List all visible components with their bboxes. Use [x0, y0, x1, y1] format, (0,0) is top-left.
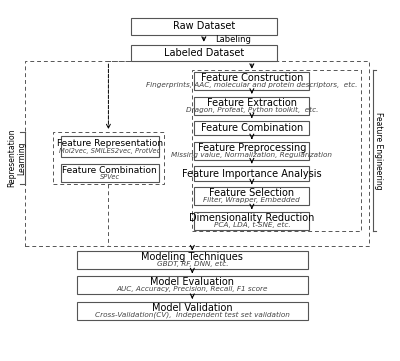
Bar: [61, 136, 159, 157]
Text: Feature Combination: Feature Combination: [62, 166, 157, 175]
Text: Modeling Techniques: Modeling Techniques: [141, 252, 243, 262]
Text: Dragon, Profeat, Python toolkit,  etc.: Dragon, Profeat, Python toolkit, etc.: [186, 106, 318, 113]
Text: Feature Representation: Feature Representation: [57, 139, 163, 148]
Text: Fingerprints, AAC, molecular and protein descriptors,  etc.: Fingerprints, AAC, molecular and protein…: [146, 82, 358, 88]
Text: Cross-Validation(CV),  Independent test set validation: Cross-Validation(CV), Independent test s…: [95, 312, 290, 318]
Bar: [194, 72, 310, 90]
Bar: [77, 251, 308, 269]
Text: Feature Combination: Feature Combination: [201, 123, 303, 133]
Bar: [194, 166, 310, 181]
Text: Missing value, Normalization, Regularization: Missing value, Normalization, Regulariza…: [171, 152, 332, 158]
Text: Filter, Wrapper, Embedded: Filter, Wrapper, Embedded: [204, 197, 300, 203]
Text: Representation
Learning: Representation Learning: [7, 129, 26, 187]
Bar: [131, 18, 277, 35]
Text: Model Validation: Model Validation: [152, 303, 233, 313]
Text: Feature Extraction: Feature Extraction: [207, 98, 297, 108]
Bar: [61, 164, 159, 182]
Bar: [194, 97, 310, 115]
Bar: [194, 212, 310, 230]
Bar: [194, 187, 310, 205]
Text: Labeled Dataset: Labeled Dataset: [164, 48, 244, 58]
Text: Model Evaluation: Model Evaluation: [150, 278, 234, 287]
Bar: [77, 276, 308, 294]
Text: Feature Preprocessing: Feature Preprocessing: [198, 143, 306, 153]
Bar: [194, 121, 310, 135]
Text: Feature Construction: Feature Construction: [201, 73, 303, 83]
Text: GBDT, RF, DNN, etc.: GBDT, RF, DNN, etc.: [156, 260, 228, 266]
Text: Mol2vec, SMILES2vec, ProtVec: Mol2vec, SMILES2vec, ProtVec: [59, 148, 160, 154]
Text: Dimensionality Reduction: Dimensionality Reduction: [189, 213, 314, 223]
Text: Raw Dataset: Raw Dataset: [173, 21, 235, 31]
Text: Feature Importance Analysis: Feature Importance Analysis: [182, 169, 322, 179]
Bar: [25, 61, 369, 245]
Bar: [131, 45, 277, 61]
Bar: [53, 132, 164, 184]
Text: Labeling: Labeling: [215, 35, 251, 44]
Bar: [194, 142, 310, 160]
Text: Feature Selection: Feature Selection: [209, 188, 294, 199]
Text: Feature Engineering: Feature Engineering: [374, 112, 383, 190]
Bar: [77, 302, 308, 320]
Bar: [192, 70, 361, 231]
Text: PCA, LDA, t-SNE, etc.: PCA, LDA, t-SNE, etc.: [214, 222, 290, 228]
Text: AUC, Accuracy, Precision, Recall, F1 score: AUC, Accuracy, Precision, Recall, F1 sco…: [116, 286, 268, 292]
Text: SPVec: SPVec: [100, 174, 120, 180]
